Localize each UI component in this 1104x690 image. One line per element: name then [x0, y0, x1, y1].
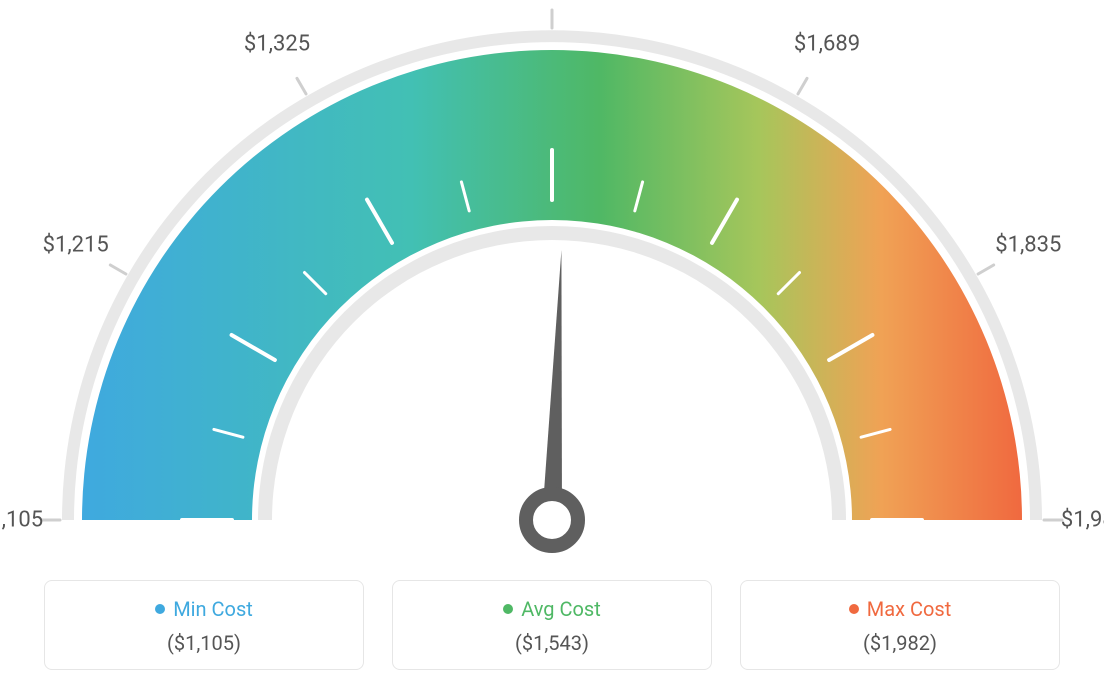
gauge-tick-label: $1,835: [995, 233, 1061, 258]
legend-label-min: Min Cost: [173, 597, 253, 621]
legend-row: Min Cost ($1,105) Avg Cost ($1,543) Max …: [0, 580, 1104, 670]
legend-value-max: ($1,982): [741, 631, 1059, 655]
gauge-tick-label: $1,325: [244, 31, 310, 56]
legend-title-min: Min Cost: [155, 597, 253, 621]
legend-label-max: Max Cost: [867, 597, 952, 621]
legend-dot-min: [155, 604, 165, 614]
gauge-chart: $1,105$1,215$1,325$1,543$1,689$1,835$1,9…: [0, 0, 1104, 560]
legend-label-avg: Avg Cost: [521, 597, 601, 621]
gauge-tick-label: $1,215: [43, 233, 109, 258]
gauge-tick-label: $1,982: [1061, 508, 1104, 533]
legend-card-max: Max Cost ($1,982): [740, 580, 1060, 670]
legend-dot-avg: [503, 604, 513, 614]
legend-card-min: Min Cost ($1,105): [44, 580, 364, 670]
legend-value-avg: ($1,543): [393, 631, 711, 655]
legend-dot-max: [849, 604, 859, 614]
legend-title-max: Max Cost: [849, 597, 952, 621]
legend-card-avg: Avg Cost ($1,543): [392, 580, 712, 670]
gauge-tick-label: $1,105: [0, 508, 43, 533]
gauge-svg: [0, 0, 1104, 560]
legend-value-min: ($1,105): [45, 631, 363, 655]
gauge-tick-label: $1,689: [794, 31, 860, 56]
legend-title-avg: Avg Cost: [503, 597, 601, 621]
